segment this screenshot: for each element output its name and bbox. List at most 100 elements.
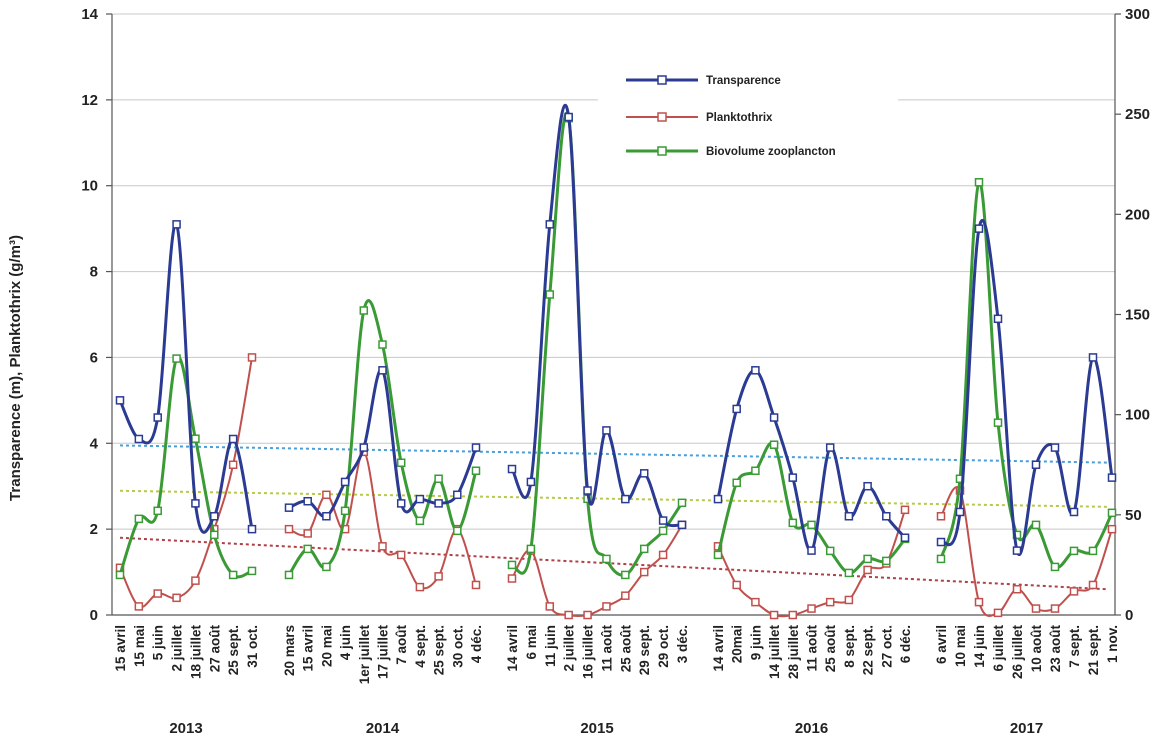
y2-tick-label: 200 [1125,206,1150,223]
x-tick-label: 15 mai [132,625,147,667]
data-point-transparence [153,413,162,422]
data-point-planktothrix [751,597,760,607]
data-point-biovolume-zooplancton [134,514,144,524]
series-line-biovolume-zooplancton [939,180,1114,570]
x-tick-label: 8 sept. [842,625,857,668]
x-tick-label: 29 sept. [637,625,652,675]
data-point-biovolume-zooplancton [677,498,687,508]
data-point-biovolume-zooplancton [153,506,162,516]
x-tick-label: 25 sept. [432,625,447,675]
data-point-biovolume-zooplancton [415,516,425,526]
data-point-transparence [769,413,779,422]
data-point-biovolume-zooplancton [844,568,854,578]
data-point-planktothrix [134,602,144,611]
data-point-biovolume-zooplancton [507,560,517,570]
series-line-planktothrix [119,357,253,609]
data-point-planktothrix [545,602,555,611]
year-label: 2015 [580,720,613,737]
x-tick-label: 11 juin [543,625,558,667]
data-point-transparence [115,396,125,405]
y-axis-label: Transparence (m), Planktothrix (g/m³) [7,235,24,501]
data-point-planktothrix [378,542,387,551]
data-point-transparence [1031,460,1041,469]
data-point-transparence [583,486,592,495]
data-point-biovolume-zooplancton [172,354,181,363]
x-tick-label: 4 sept. [413,625,428,668]
data-point-transparence [1069,507,1079,517]
data-point-transparence [863,481,872,491]
data-point-planktothrix [583,610,592,620]
y2-axis-tick-labels: 0 50 100 150 200 250 300 [1125,6,1150,624]
x-tick-label: 4 déc. [469,625,484,663]
data-point-transparence [191,499,200,508]
x-tick-label: 6 juillet [991,624,1006,671]
data-point-transparence [677,520,687,530]
data-point-transparence [1107,473,1117,482]
data-point-planktothrix [807,604,816,613]
x-tick-label: 7 août [394,625,409,665]
data-point-planktothrix [1050,604,1060,613]
data-point-biovolume-zooplancton [284,570,294,580]
y-tick-label: 0 [90,607,98,624]
data-point-planktothrix [247,353,257,362]
data-point-biovolume-zooplancton [1069,546,1079,556]
year-labels: 2013 2014 2015 2016 2017 [169,720,1043,737]
x-tick-label: 31 oct. [245,625,260,668]
x-tick-label: 21 sept. [1086,625,1101,675]
legend-background [598,62,898,160]
data-point-transparence [882,512,891,521]
data-point-planktothrix [863,565,872,575]
x-tick-label: 9 juin [748,625,763,660]
data-point-biovolume-zooplancton [322,562,331,572]
data-point-transparence [621,494,630,504]
x-tick-label: 25 août [823,624,838,672]
x-tick-label: 15 avril [113,625,128,672]
x-tick-label: 6 avril [934,625,949,664]
data-point-planktothrix [993,608,1003,618]
data-point-biovolume-zooplancton [1088,546,1098,556]
x-tick-label: 20 mai [319,625,334,667]
data-point-transparence [788,473,798,482]
data-point-biovolume-zooplancton [228,570,238,580]
data-point-planktothrix [974,597,984,607]
y2-tick-label: 150 [1125,307,1150,324]
data-point-biovolume-zooplancton [1050,562,1060,572]
data-point-transparence [434,499,443,508]
y-axis-tick-labels: 0 2 4 6 8 10 12 14 [81,6,98,624]
series-line-planktothrix [511,524,683,618]
data-point-transparence [228,434,238,444]
data-point-biovolume-zooplancton [602,554,611,564]
data-point-planktothrix [1012,584,1022,594]
x-tick-label: 11 août [805,625,820,672]
data-point-biovolume-zooplancton [247,566,257,576]
data-point-transparence [658,516,668,525]
y-tick-label: 12 [81,92,98,109]
year-label: 2014 [366,720,400,737]
data-point-transparence [807,546,816,555]
series-lines [115,103,1117,620]
legend-label-transparence: Transparence [706,75,781,87]
trendline [119,536,1108,591]
data-point-planktothrix [1107,524,1117,534]
data-point-transparence [172,220,181,229]
x-axis-tick-labels: 15 avril 15 mai 5 juin 2 juillet 18 juillet 2… [113,624,1120,684]
data-point-planktothrix [658,550,668,560]
data-point-planktothrix [434,572,443,581]
series-line-planktothrix [940,486,1113,617]
data-point-biovolume-zooplancton [453,526,462,536]
y2-tick-label: 100 [1125,407,1150,424]
legend-marker-zooplancton [657,146,667,156]
y2-tick-label: 250 [1125,106,1150,123]
data-point-planktothrix [1031,604,1041,613]
data-point-biovolume-zooplancton [751,466,760,476]
data-point-transparence [639,469,649,478]
data-point-transparence [1088,353,1098,362]
x-tick-label: 10 mai [953,625,968,667]
legend-label-zooplancton: Biovolume zooplancton [706,146,836,158]
data-point-biovolume-zooplancton [993,418,1003,427]
data-point-planktothrix [284,524,294,534]
series-line-biovolume-zooplancton [118,355,253,579]
data-point-transparence [471,443,481,452]
x-tick-label: 2 juillet [562,624,577,671]
data-point-planktothrix [639,567,649,577]
